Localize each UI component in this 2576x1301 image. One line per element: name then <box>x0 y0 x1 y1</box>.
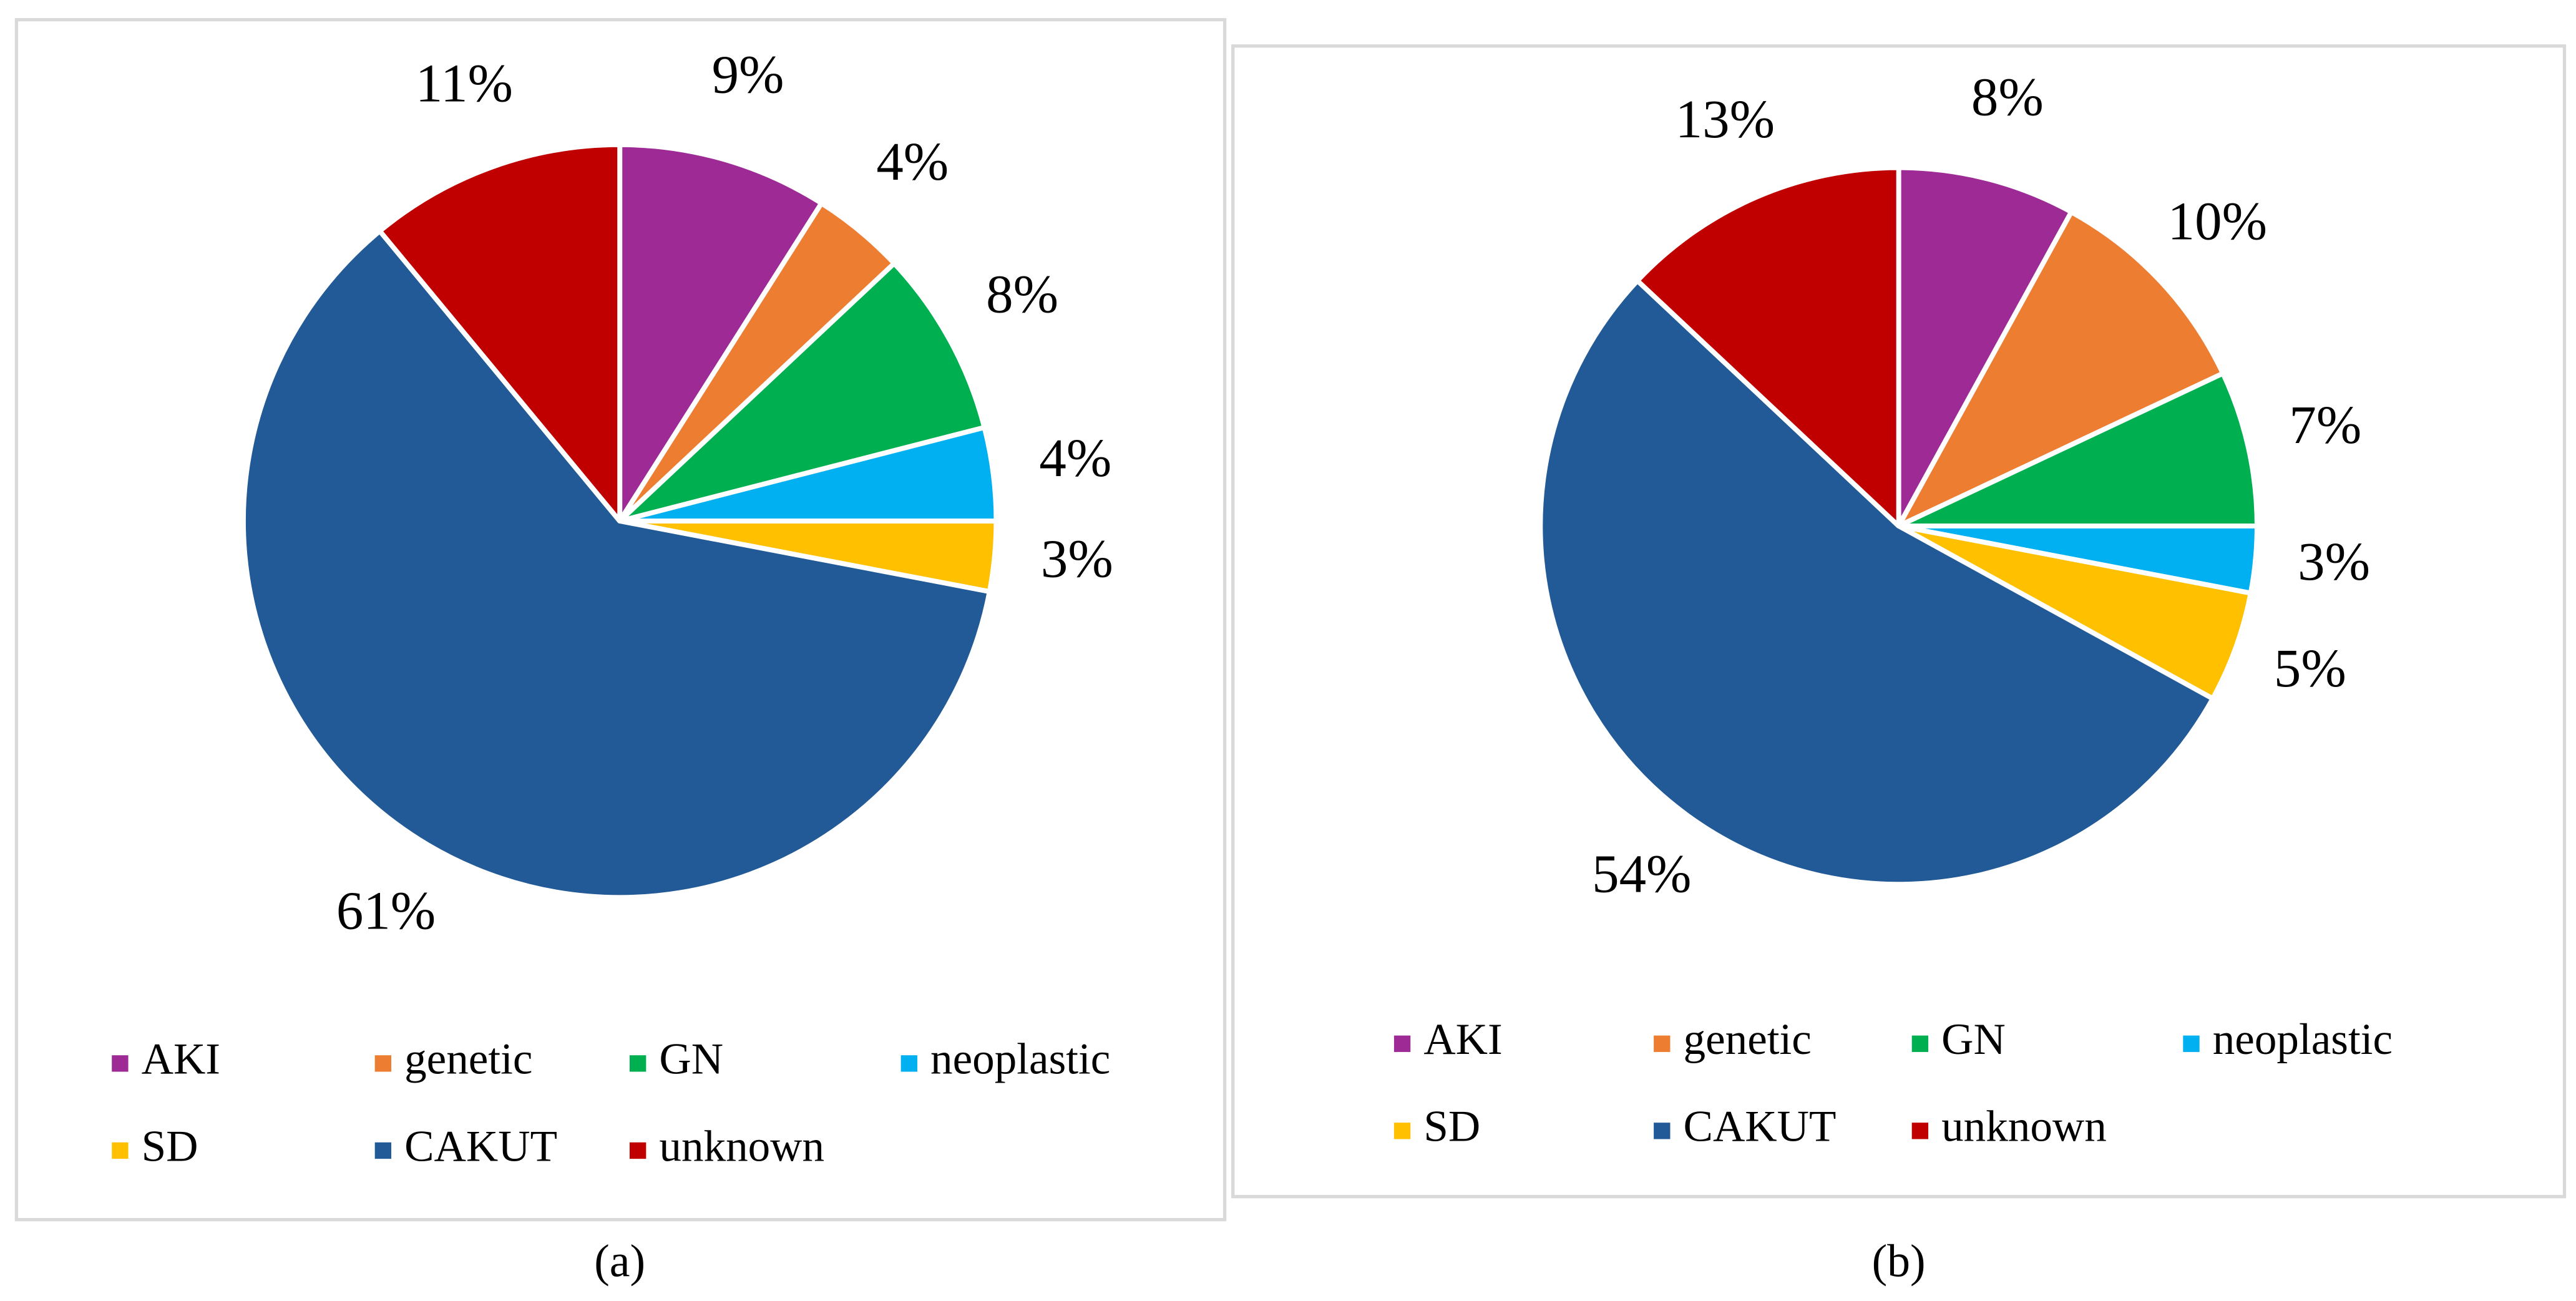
legend-label: CAKUT <box>1684 1103 1837 1151</box>
pie-slice <box>617 142 824 524</box>
legend-label: unknown <box>1941 1103 2107 1151</box>
legend-swatch <box>374 1142 392 1159</box>
legend-label: SD <box>142 1122 198 1171</box>
pie-slice <box>1896 371 2260 529</box>
caption: (b) <box>1872 1235 1926 1286</box>
legend-swatch <box>1911 1123 1929 1139</box>
data-label: 54% <box>1592 844 1691 904</box>
legend-label: GN <box>1941 1015 2006 1064</box>
legend-swatch <box>900 1055 917 1072</box>
legend-swatch <box>374 1055 392 1072</box>
legend-swatch <box>629 1142 646 1159</box>
legend-label: neoplastic <box>930 1035 1110 1084</box>
data-label: 9% <box>712 44 784 104</box>
data-label: 3% <box>1041 529 1113 588</box>
data-label: 5% <box>2274 638 2346 698</box>
legend-label: GN <box>659 1035 723 1084</box>
legend-swatch <box>112 1055 129 1072</box>
data-label: 8% <box>1971 67 2044 127</box>
data-label: 8% <box>986 264 1058 324</box>
data-label: 11% <box>416 54 513 114</box>
pie-slice <box>1896 165 2074 529</box>
legend-label: SD <box>1423 1103 1480 1151</box>
legend-label: CAKUT <box>404 1122 557 1171</box>
legend-label: genetic <box>1684 1015 1812 1064</box>
legend-swatch <box>2183 1035 2200 1052</box>
data-label: 4% <box>1039 428 1111 488</box>
pie-slice <box>1896 524 2253 701</box>
legend-label: AKI <box>1423 1015 1502 1064</box>
legend-swatch <box>1654 1123 1671 1139</box>
data-label: 13% <box>1676 89 1775 149</box>
pie-slice <box>617 261 987 524</box>
pie-slice <box>1896 209 2226 529</box>
data-label: 3% <box>2298 532 2370 592</box>
legend-swatch <box>629 1055 646 1072</box>
legend-label: genetic <box>404 1035 532 1084</box>
pie-slice <box>1635 165 1901 529</box>
legend-swatch <box>1911 1035 1929 1052</box>
data-label: 7% <box>2289 395 2361 455</box>
data-label: 61% <box>336 880 436 940</box>
legend-label: neoplastic <box>2213 1015 2393 1064</box>
legend-label: unknown <box>659 1122 824 1171</box>
legend-swatch <box>1393 1035 1411 1052</box>
data-label: 10% <box>2168 191 2267 251</box>
pie-slice <box>377 142 623 524</box>
pie-slice <box>1538 278 2215 887</box>
legend-swatch <box>1393 1123 1411 1139</box>
pie-slice <box>240 228 992 900</box>
caption: (a) <box>594 1235 645 1286</box>
data-label: 4% <box>876 132 949 192</box>
legend-label: AKI <box>142 1035 220 1084</box>
legend-swatch <box>112 1142 129 1159</box>
legend-swatch <box>1654 1035 1671 1052</box>
